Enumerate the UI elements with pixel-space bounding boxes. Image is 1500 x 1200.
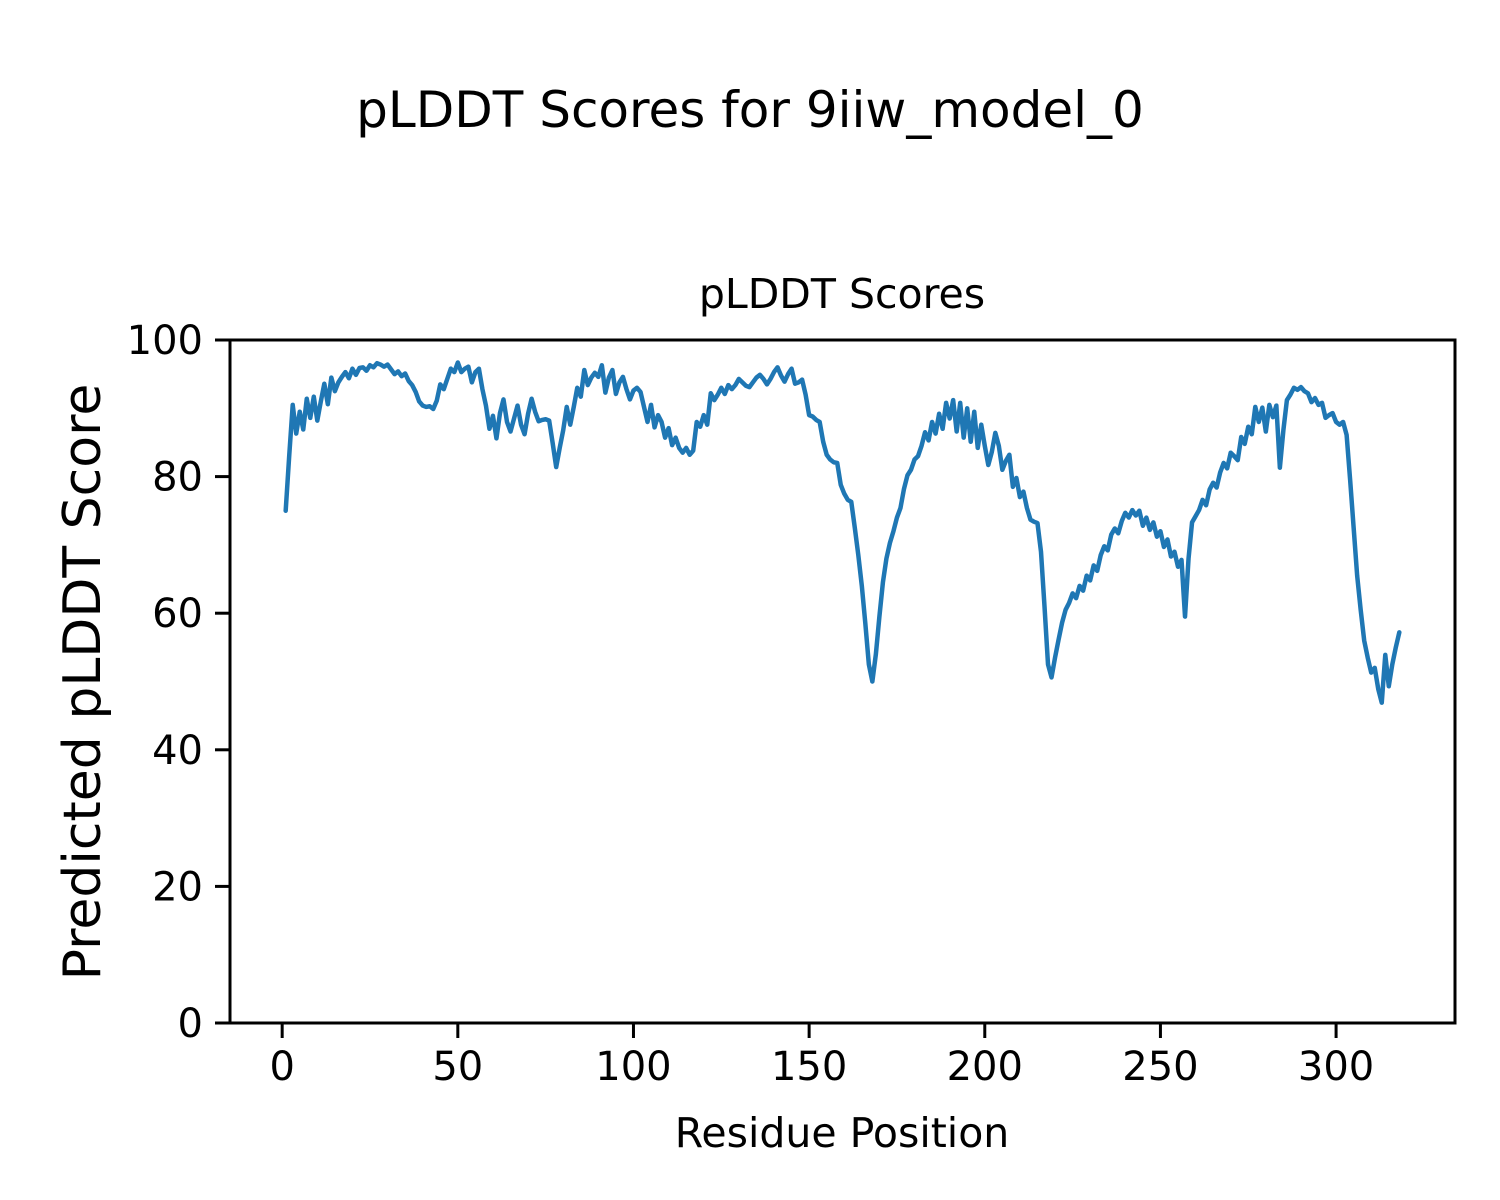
y-tick-label: 0 [178, 1001, 203, 1047]
x-tick-label: 150 [771, 1044, 847, 1090]
x-tick-label: 50 [432, 1044, 483, 1090]
plddt-line-series [283, 360, 1402, 705]
y-tick-label: 60 [152, 591, 203, 637]
x-tick-label: 200 [947, 1044, 1023, 1090]
figure-suptitle: pLDDT Scores for 9iiw_model_0 [356, 81, 1144, 139]
axes-spines [228, 338, 1457, 1025]
x-tick-label: 300 [1298, 1044, 1374, 1090]
y-tick-label: 100 [127, 318, 203, 364]
y-tick-label: 20 [152, 864, 203, 910]
y-axis-label: Predicted pLDDT Score [53, 384, 113, 981]
x-axis-label: Residue Position [675, 1109, 1010, 1157]
x-axis-ticks: 0 50 100 150 200 250 300 [269, 1023, 1374, 1090]
y-axis-ticks: 0 20 40 60 80 100 [127, 318, 230, 1047]
y-tick-label: 40 [152, 728, 203, 774]
x-tick-label: 250 [1122, 1044, 1198, 1090]
axes-title: pLDDT Scores [699, 270, 985, 318]
x-tick-label: 0 [269, 1044, 294, 1090]
y-tick-label: 80 [152, 455, 203, 501]
x-tick-label: 100 [595, 1044, 671, 1090]
